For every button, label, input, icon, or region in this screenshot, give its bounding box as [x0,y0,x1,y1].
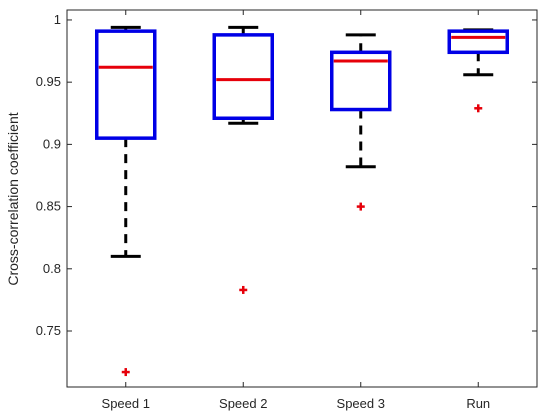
y-tick-label: 1 [54,12,61,27]
iqr-box [330,50,392,112]
y-tick-label: 0.75 [36,323,61,338]
iqr-box [95,29,157,140]
y-axis-label: Cross-correlation coefficient [5,112,21,285]
plot-area [66,9,538,388]
box-group [212,25,274,294]
x-tick-label: Speed 3 [337,396,385,411]
x-tick-label: Run [466,396,490,411]
y-axis: 0.75 0.8 0.85 0.9 0.95 1 [36,12,537,338]
iqr-box [212,33,274,120]
outlier-marker [121,368,130,377]
x-axis: Speed 1 Speed 2 Speed 3 Run [102,10,490,411]
iqr-box [447,29,509,55]
x-tick-label: Speed 2 [219,396,267,411]
box-group [330,33,392,211]
box-group [95,25,157,377]
y-tick-label: 0.8 [43,261,61,276]
box-group [447,28,509,113]
y-tick-label: 0.85 [36,199,61,214]
outlier-marker [356,202,365,211]
outlier-marker [239,285,248,294]
y-tick-label: 0.9 [43,136,61,151]
y-tick-label: 0.95 [36,74,61,89]
x-tick-label: Speed 1 [102,396,150,411]
outlier-marker [474,104,483,113]
box-series [95,25,509,377]
